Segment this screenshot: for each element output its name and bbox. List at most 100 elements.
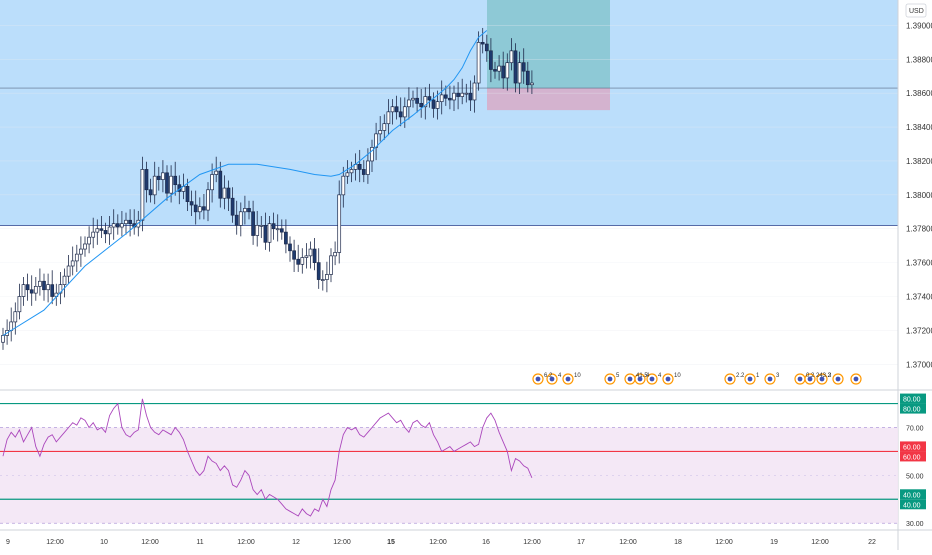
x-tick-label: 12:00 bbox=[237, 539, 255, 546]
candle-down bbox=[202, 206, 206, 211]
candle-down bbox=[29, 289, 34, 294]
rsi-level-badge bbox=[900, 499, 926, 510]
event-icon-flag bbox=[853, 376, 859, 382]
candle-up bbox=[407, 99, 411, 108]
candle-up bbox=[197, 206, 202, 213]
rsi-level-label: 40.00 bbox=[903, 502, 921, 509]
candle-up bbox=[509, 50, 514, 64]
candle-up bbox=[243, 208, 247, 213]
candle-down bbox=[234, 214, 239, 226]
candle-up bbox=[345, 172, 350, 177]
event-count-label: 10 bbox=[674, 373, 681, 379]
candle-up bbox=[214, 170, 219, 175]
candle-down bbox=[501, 65, 506, 79]
candle-up bbox=[275, 228, 280, 231]
candle-up bbox=[46, 284, 50, 291]
event-icon-flag bbox=[549, 376, 555, 382]
candle-down bbox=[103, 230, 108, 235]
candle-down bbox=[484, 43, 489, 52]
candle-down bbox=[361, 169, 366, 175]
candle-down bbox=[271, 223, 276, 230]
event-icon-flag bbox=[627, 376, 633, 382]
candle-up bbox=[83, 243, 87, 250]
event-icon-flag bbox=[607, 376, 613, 382]
candle-down bbox=[288, 243, 292, 252]
range-zone bbox=[0, 0, 898, 226]
candle-up bbox=[530, 82, 534, 86]
price-tick-label: 1.37400 bbox=[906, 293, 932, 302]
candle-up bbox=[62, 275, 67, 285]
price-tick-label: 1.37800 bbox=[906, 225, 932, 234]
candle-up bbox=[370, 147, 374, 162]
candle-up bbox=[87, 236, 91, 245]
candle-down bbox=[431, 99, 436, 109]
candle-down bbox=[489, 50, 493, 70]
event-icon-flag bbox=[747, 376, 753, 382]
candle-up bbox=[325, 274, 329, 280]
rsi-level-badge bbox=[900, 403, 926, 414]
candle-up bbox=[152, 175, 157, 196]
candle-up bbox=[140, 169, 145, 221]
x-tick-label: 18 bbox=[674, 539, 682, 546]
candle-down bbox=[226, 187, 231, 199]
price-tick-label: 1.37200 bbox=[906, 326, 932, 335]
candle-down bbox=[448, 97, 452, 101]
event-count-label: 3 bbox=[776, 373, 780, 379]
event-count-label: 2.2 bbox=[736, 373, 745, 379]
candle-down bbox=[25, 284, 30, 291]
candle-up bbox=[320, 279, 325, 281]
candle-down bbox=[156, 175, 161, 180]
candle-up bbox=[411, 97, 415, 101]
candle-up bbox=[476, 42, 481, 84]
candle-up bbox=[378, 130, 383, 135]
candle-down bbox=[218, 170, 223, 199]
event-count-label: 4 bbox=[646, 373, 650, 379]
candle-up bbox=[435, 101, 440, 109]
x-tick-label: 10 bbox=[100, 539, 108, 546]
event-icon-flag bbox=[535, 376, 541, 382]
candle-up bbox=[206, 189, 210, 211]
candle-up bbox=[439, 94, 444, 103]
candle-up bbox=[222, 187, 227, 199]
candle-up bbox=[337, 194, 342, 253]
event-count-label: 5 bbox=[616, 373, 620, 379]
candle-up bbox=[74, 253, 79, 262]
candle-up bbox=[107, 226, 112, 235]
candle-down bbox=[144, 169, 149, 191]
candle-down bbox=[42, 280, 46, 291]
candle-up bbox=[497, 65, 501, 72]
rsi-band bbox=[0, 427, 898, 524]
candle-up bbox=[402, 106, 407, 118]
candle-down bbox=[521, 62, 526, 72]
x-tick-label: 12:00 bbox=[715, 539, 733, 546]
candle-up bbox=[21, 284, 26, 297]
candle-down bbox=[394, 106, 399, 113]
candle-up bbox=[33, 285, 38, 294]
candle-up bbox=[472, 82, 477, 101]
rsi-level-badge bbox=[900, 489, 926, 500]
rsi-level-label: 40.00 bbox=[903, 492, 921, 499]
candle-down bbox=[99, 228, 104, 231]
candle-down bbox=[173, 175, 178, 186]
event-count-label: 3 bbox=[828, 373, 832, 379]
x-tick-label: 12:00 bbox=[619, 539, 637, 546]
rsi-tick-label: 70.00 bbox=[906, 426, 924, 433]
rsi-level-label: 60.00 bbox=[903, 444, 921, 451]
x-tick-label: 12 bbox=[292, 539, 300, 546]
x-tick-label: 17 bbox=[577, 539, 585, 546]
candle-up bbox=[333, 252, 337, 257]
currency-badge bbox=[905, 3, 927, 18]
candle-down bbox=[468, 92, 473, 101]
rsi-level-badge bbox=[900, 451, 926, 462]
x-tick-label: 12:00 bbox=[333, 539, 351, 546]
event-icon-flag bbox=[727, 376, 733, 382]
candle-up bbox=[120, 223, 124, 228]
candle-down bbox=[284, 231, 288, 245]
event-count-label: 243.2 bbox=[816, 373, 832, 379]
candle-up bbox=[210, 174, 214, 191]
event-count-label: 4 bbox=[658, 373, 662, 379]
candle-up bbox=[124, 219, 128, 225]
candle-up bbox=[238, 211, 243, 226]
candle-up bbox=[38, 280, 42, 287]
